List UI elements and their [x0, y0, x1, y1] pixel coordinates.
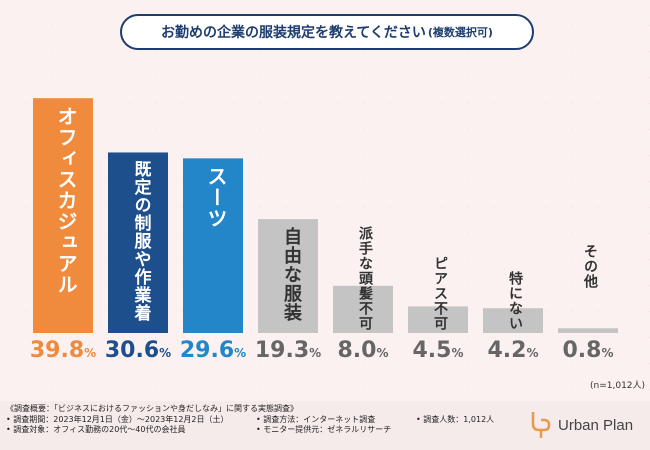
category-label-3: スーツ: [204, 166, 228, 230]
category-label-5: 派手な頭髪不可: [357, 226, 373, 331]
value-label-7: 4.2%: [487, 338, 539, 363]
value-label-1: 39.8%: [29, 338, 97, 363]
bar-7: [483, 308, 543, 333]
category-label-2: 既定の制服や作業着: [130, 160, 151, 323]
bar-5: [333, 285, 393, 333]
value-label-2: 30.6%: [104, 338, 172, 363]
value-label-5: 8.0%: [337, 338, 389, 363]
sample-size-note: (n=1,012人): [590, 381, 646, 391]
value-label-6: 4.5%: [412, 338, 464, 363]
bar-4: [258, 219, 318, 333]
chart-title: お勤めの企業の服装規定を教えてください (複数選択可): [120, 14, 534, 50]
value-label-4: 19.3%: [254, 338, 322, 363]
chart-title-main: お勤めの企業の服装規定を教えてください: [161, 25, 426, 41]
bar-3: [183, 158, 243, 333]
bar-8: [558, 328, 618, 333]
value-label-3: 29.6%: [179, 338, 247, 363]
category-label-8: その他: [582, 243, 598, 289]
bar-2: [108, 152, 168, 333]
logo-text: Urban Plan: [558, 416, 634, 434]
brand-logo: Urban Plan: [530, 410, 633, 440]
bar-6: [408, 306, 468, 333]
category-label-6: ピアス不可: [432, 256, 448, 331]
footer: [0, 401, 650, 450]
survey-count: • 調査人数：1,012人: [416, 414, 495, 424]
value-label-8: 0.8%: [562, 338, 614, 363]
category-label-7: 特にない: [507, 271, 523, 331]
up-logo-icon: [531, 412, 551, 438]
survey-notes: 《調査概要：「ビジネスにおけるファッションや身だしなみ」に関する実態調査》 • …: [6, 404, 494, 436]
survey-overview: 《調査概要：「ビジネスにおけるファッションや身だしなみ」に関する実態調査》: [6, 404, 298, 413]
chart-title-sub: (複数選択可): [427, 26, 493, 39]
survey-period: • 調査期間：2023年12月1日（金）〜2023年12月2日（土）: [6, 414, 229, 424]
category-label-4: 自由な服装: [281, 227, 302, 323]
survey-target: • 調査対象：オフィス勤務の20代〜40代の会社員: [6, 425, 186, 434]
category-label-1: オフィスカジュアル: [54, 106, 78, 296]
survey-provider: • モニター提供元：ゼネラルリサーチ: [256, 425, 392, 434]
bar-1: [33, 98, 93, 334]
survey-method: • 調査方法：インターネット調査: [256, 414, 376, 424]
